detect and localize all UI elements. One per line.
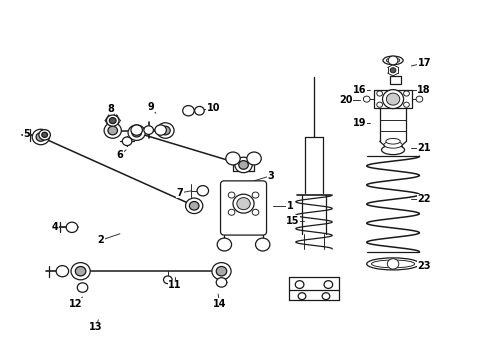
Circle shape <box>216 278 226 287</box>
Circle shape <box>225 152 240 165</box>
Circle shape <box>386 259 398 269</box>
Circle shape <box>376 102 382 107</box>
Circle shape <box>75 266 86 276</box>
Circle shape <box>389 68 395 73</box>
Text: 1: 1 <box>286 201 293 211</box>
Circle shape <box>386 93 399 105</box>
FancyBboxPatch shape <box>220 181 266 235</box>
Text: 22: 22 <box>417 194 430 204</box>
Text: 15: 15 <box>285 216 299 226</box>
Bar <box>373 90 411 108</box>
Text: 17: 17 <box>417 58 430 68</box>
Circle shape <box>228 192 234 198</box>
Circle shape <box>36 133 45 141</box>
Circle shape <box>132 129 141 137</box>
Circle shape <box>56 266 68 277</box>
Text: 21: 21 <box>417 143 430 153</box>
Circle shape <box>106 115 119 126</box>
Bar <box>389 76 400 84</box>
Ellipse shape <box>383 141 401 148</box>
Circle shape <box>66 222 78 233</box>
Text: 8: 8 <box>107 104 114 114</box>
Text: 5: 5 <box>23 129 30 139</box>
Circle shape <box>295 281 304 288</box>
Text: 11: 11 <box>168 280 182 291</box>
Text: 7: 7 <box>176 188 183 198</box>
Circle shape <box>185 198 203 213</box>
Circle shape <box>109 118 116 123</box>
Circle shape <box>197 186 208 196</box>
Circle shape <box>41 132 47 138</box>
Circle shape <box>157 123 174 138</box>
Text: 19: 19 <box>352 118 366 128</box>
Text: 20: 20 <box>339 95 352 105</box>
Circle shape <box>252 192 258 198</box>
Circle shape <box>322 293 329 300</box>
Circle shape <box>234 157 252 173</box>
Text: 2: 2 <box>97 235 104 245</box>
Circle shape <box>128 125 145 140</box>
Circle shape <box>216 266 226 276</box>
Circle shape <box>183 105 194 116</box>
Circle shape <box>324 281 332 288</box>
Text: 16: 16 <box>352 85 366 95</box>
Text: 4: 4 <box>52 222 59 232</box>
Circle shape <box>71 262 90 280</box>
Circle shape <box>246 152 261 165</box>
Text: 9: 9 <box>147 102 154 112</box>
Circle shape <box>228 209 234 215</box>
Circle shape <box>236 198 250 210</box>
Circle shape <box>415 96 422 102</box>
Text: 23: 23 <box>417 261 430 271</box>
Circle shape <box>160 126 170 135</box>
Circle shape <box>194 107 204 115</box>
Circle shape <box>211 262 231 280</box>
Circle shape <box>363 96 369 102</box>
Text: 13: 13 <box>89 322 102 332</box>
Circle shape <box>39 130 50 140</box>
Ellipse shape <box>382 56 402 65</box>
Circle shape <box>163 276 172 284</box>
Circle shape <box>143 126 153 134</box>
Circle shape <box>238 161 248 169</box>
Circle shape <box>32 129 49 145</box>
Circle shape <box>252 209 258 215</box>
Circle shape <box>155 125 166 135</box>
Circle shape <box>298 293 305 300</box>
Text: 3: 3 <box>267 171 274 181</box>
Text: 12: 12 <box>69 299 82 309</box>
Circle shape <box>387 56 397 65</box>
Ellipse shape <box>385 139 400 144</box>
Circle shape <box>122 137 132 145</box>
Text: 10: 10 <box>206 103 220 113</box>
Circle shape <box>376 91 382 96</box>
Circle shape <box>189 202 199 210</box>
Circle shape <box>77 283 88 292</box>
Ellipse shape <box>386 58 399 63</box>
Ellipse shape <box>381 145 404 154</box>
Text: 14: 14 <box>212 299 226 309</box>
Ellipse shape <box>366 258 419 270</box>
Circle shape <box>232 194 254 213</box>
Circle shape <box>403 91 408 96</box>
Circle shape <box>108 126 117 135</box>
Circle shape <box>131 125 142 135</box>
Circle shape <box>104 123 121 138</box>
Text: 6: 6 <box>116 150 123 160</box>
Circle shape <box>255 238 269 251</box>
Circle shape <box>217 238 231 251</box>
Circle shape <box>382 90 403 109</box>
Text: 18: 18 <box>417 85 430 95</box>
Circle shape <box>403 102 408 107</box>
